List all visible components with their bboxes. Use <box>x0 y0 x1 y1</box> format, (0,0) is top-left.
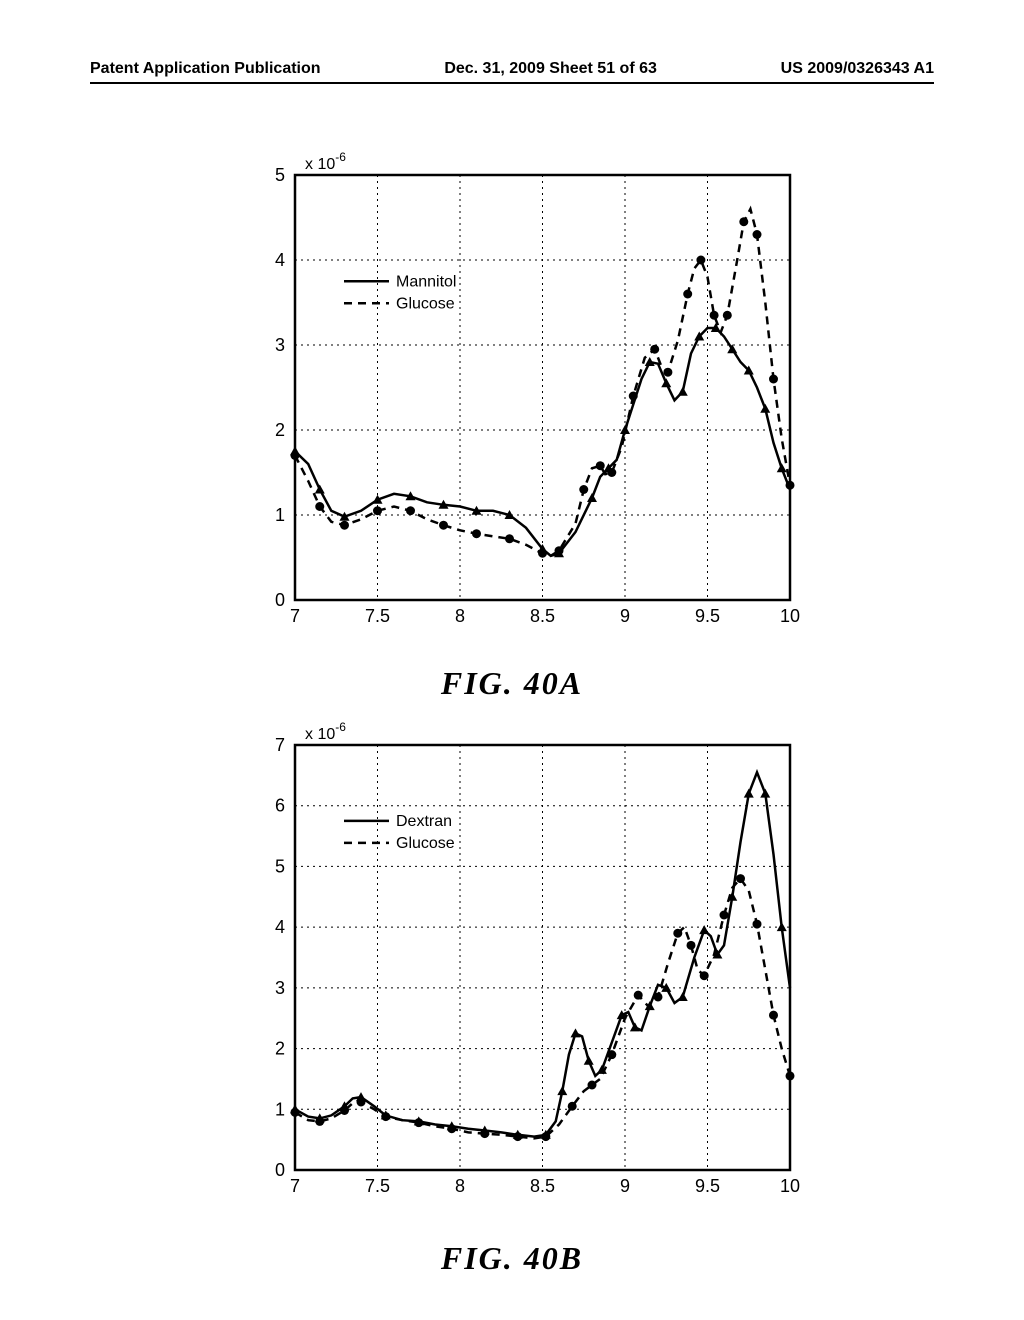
svg-text:9.5: 9.5 <box>695 1176 720 1196</box>
header-rule <box>90 82 934 84</box>
chart-40a-svg: 7 7.5 8 8.5 9 9.5 10 0 1 2 3 4 5 x 10-6 Mannitol Glucos… <box>250 150 850 670</box>
page-header: Patent Application Publication Dec. 31, … <box>0 60 1024 84</box>
svg-text:8: 8 <box>455 1176 465 1196</box>
svg-text:4: 4 <box>275 917 285 937</box>
svg-text:Mannitol: Mannitol <box>396 273 456 290</box>
svg-text:3: 3 <box>275 335 285 355</box>
svg-text:1: 1 <box>275 1099 285 1119</box>
svg-text:9.5: 9.5 <box>695 606 720 626</box>
svg-text:x 10-6: x 10-6 <box>305 720 346 743</box>
header-right: US 2009/0326343 A1 <box>781 60 934 78</box>
svg-text:5: 5 <box>275 856 285 876</box>
header-left: Patent Application Publication <box>90 60 321 78</box>
svg-text:Dextran: Dextran <box>396 813 452 830</box>
svg-text:2: 2 <box>275 420 285 440</box>
svg-text:8.5: 8.5 <box>530 606 555 626</box>
svg-text:7.5: 7.5 <box>365 606 390 626</box>
chart-40a: 7 7.5 8 8.5 9 9.5 10 0 1 2 3 4 5 x 10-6 Mannitol Glucos… <box>250 150 850 670</box>
svg-text:9: 9 <box>620 606 630 626</box>
chart-40b-svg: 7 7.5 8 8.5 9 9.5 10 0 1 2 3 4 5 6 7 x 10-6 Dextran Gluco… <box>250 720 850 1240</box>
svg-text:1: 1 <box>275 505 285 525</box>
svg-text:2: 2 <box>275 1039 285 1059</box>
svg-text:6: 6 <box>275 796 285 816</box>
svg-text:4: 4 <box>275 250 285 270</box>
svg-text:10: 10 <box>780 606 800 626</box>
svg-text:3: 3 <box>275 978 285 998</box>
svg-text:7: 7 <box>290 606 300 626</box>
svg-text:Glucose: Glucose <box>396 835 455 852</box>
svg-text:8.5: 8.5 <box>530 1176 555 1196</box>
svg-text:9: 9 <box>620 1176 630 1196</box>
svg-text:7: 7 <box>275 735 285 755</box>
svg-text:5: 5 <box>275 165 285 185</box>
svg-text:0: 0 <box>275 1160 285 1180</box>
svg-text:0: 0 <box>275 590 285 610</box>
svg-text:8: 8 <box>455 606 465 626</box>
figure-label-40b: FIG. 40B <box>0 1240 1024 1277</box>
svg-text:Glucose: Glucose <box>396 295 455 312</box>
figure-label-40a: FIG. 40A <box>0 665 1024 702</box>
svg-text:7: 7 <box>290 1176 300 1196</box>
svg-text:7.5: 7.5 <box>365 1176 390 1196</box>
header-center: Dec. 31, 2009 Sheet 51 of 63 <box>444 60 657 78</box>
chart-40b: 7 7.5 8 8.5 9 9.5 10 0 1 2 3 4 5 6 7 x 10-6 Dextran Gluco… <box>250 720 850 1240</box>
svg-text:10: 10 <box>780 1176 800 1196</box>
svg-text:x 10-6: x 10-6 <box>305 150 346 173</box>
